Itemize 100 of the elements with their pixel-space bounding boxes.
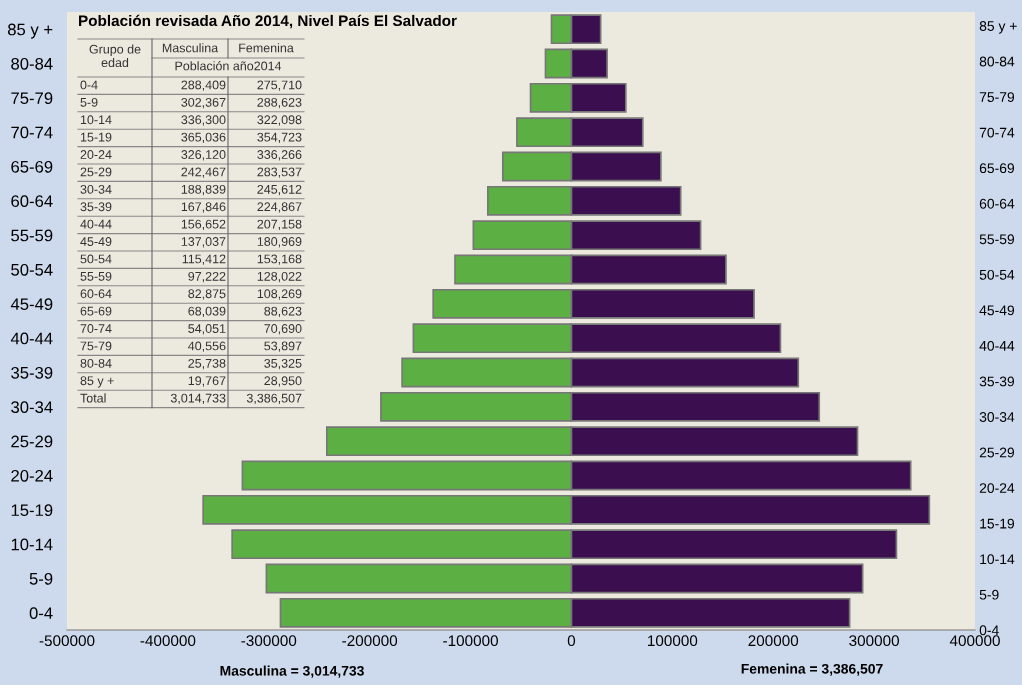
category-label: 70-74	[11, 126, 53, 139]
annotation: 115,412	[182, 254, 226, 265]
category-label: 30-34	[80, 184, 112, 194]
category-label: 45-49	[10, 298, 53, 311]
text: Masculina = 3,014,733	[220, 665, 364, 678]
category-label: 80-84	[80, 358, 112, 368]
category-label: 50-54	[80, 254, 112, 264]
category-label: 45-49	[80, 237, 112, 246]
annotation: 326,120	[181, 150, 226, 161]
annotation: 3,386,507	[246, 393, 302, 405]
category-label: 20-24	[11, 469, 53, 482]
y-tick-label: 80-84	[979, 56, 1015, 67]
category-label: 25-29	[11, 435, 53, 448]
annotation: 283,537	[257, 167, 302, 178]
category-label: 35-39	[80, 202, 112, 212]
annotation: 288,623	[257, 97, 302, 109]
y-tick-label: 5-9	[979, 589, 999, 600]
annotation: 54,051	[188, 324, 226, 335]
category-label: 15-19	[11, 504, 53, 517]
annotation: 288,409	[181, 80, 226, 91]
y-tick-label: 0-4	[979, 625, 999, 636]
annotation: 156,652	[181, 219, 226, 231]
annotation: 88,623	[264, 306, 302, 318]
annotation: 354,723	[257, 132, 302, 144]
annotation: 188,839	[181, 184, 226, 196]
y-tick-label: 45-49	[979, 305, 1015, 316]
annotation: Población revisada Año 2014, Nivel País El Salvador	[79, 14, 457, 29]
category-label: 65-69	[80, 306, 112, 316]
y-tick-label: 50-54	[979, 269, 1015, 280]
annotation: 82,875	[188, 289, 226, 300]
y-tick-label: 25-29	[979, 447, 1015, 458]
x-tick-label: -200000	[342, 635, 398, 647]
annotation: 19,767	[188, 376, 226, 387]
category-label: 40-44	[10, 332, 53, 345]
annotation: 35,325	[264, 358, 302, 370]
category-label: 55-59	[80, 271, 112, 281]
category-label: 60-64	[80, 289, 112, 299]
x-tick-label: 100000	[648, 635, 698, 647]
y-tick-label: 30-34	[979, 412, 1015, 422]
annotation: 53,897	[264, 341, 302, 352]
annotation: 128,022	[257, 271, 302, 283]
category-label: 70-74	[80, 324, 112, 333]
annotation: 153,168	[257, 254, 302, 265]
category-label: 20-24	[80, 150, 112, 159]
annotation: 40,556	[188, 341, 226, 352]
annotation: Total	[80, 393, 106, 403]
category-label: 65-69	[11, 160, 53, 173]
y-tick-label: 70-74	[979, 127, 1015, 138]
category-label: 5-9	[80, 97, 98, 107]
annotation: 336,300	[181, 115, 226, 126]
annotation: 242,467	[181, 167, 226, 178]
x-tick-label: -100000	[443, 635, 498, 647]
annotation: 28,950	[264, 376, 302, 387]
x-tick-label: 400000	[949, 635, 1000, 647]
x-tick-label: -300000	[241, 635, 297, 647]
annotation: Masculina	[162, 43, 219, 53]
category-label: 75-79	[80, 341, 112, 351]
annotation: 302,367	[181, 97, 226, 109]
y-tick-label: 85 y +	[979, 21, 1017, 34]
x-tick-label: -400000	[140, 635, 196, 647]
y-tick-label: 55-59	[979, 234, 1015, 245]
category-label: 0-4	[29, 607, 53, 620]
category-label: 5-9	[29, 572, 53, 585]
category-label: 50-54	[11, 263, 53, 276]
annotation: 245,612	[257, 184, 302, 196]
annotation: Población año2014	[175, 61, 282, 71]
y-tick-label: 20-24	[979, 483, 1015, 493]
x-tick-label: 0	[567, 635, 576, 647]
category-label: 10-14	[80, 115, 112, 125]
annotation: 365,036	[181, 132, 226, 144]
annotation: 180,969	[257, 237, 302, 248]
category-label: 0-4	[80, 80, 98, 90]
y-tick-label: 60-64	[979, 198, 1015, 209]
category-label: 85 y +	[7, 23, 53, 39]
x-tick-label: 200000	[748, 635, 799, 647]
y-tick-label: 35-39	[979, 376, 1015, 387]
annotation: 322,098	[257, 115, 302, 126]
annotation: 25,738	[188, 358, 226, 370]
category-label: 80-84	[11, 57, 53, 70]
category-label: 30-34	[11, 401, 53, 414]
y-tick-label: 65-69	[979, 163, 1015, 174]
y-tick-label: 10-14	[980, 554, 1015, 565]
x-tick-label: -500000	[39, 635, 95, 647]
annotation: Femenina	[239, 43, 294, 53]
category-label: 40-44	[80, 219, 112, 229]
annotation: 108,269	[257, 289, 302, 300]
y-tick-label: 75-79	[979, 92, 1015, 102]
annotation: 167,846	[181, 202, 226, 213]
annotation: 70,690	[264, 324, 302, 335]
annotation: 97,222	[188, 271, 226, 283]
category-label: 10-14	[11, 538, 53, 551]
category-label: 35-39	[11, 366, 53, 379]
category-label: 75-79	[11, 92, 53, 105]
category-label: 15-19	[80, 132, 112, 142]
annotation: 336,266	[257, 150, 302, 161]
category-label: 55-59	[11, 229, 53, 242]
annotation: 275,710	[257, 80, 302, 91]
annotation: 207,158	[257, 219, 302, 231]
category-label: 85 y +	[80, 376, 114, 388]
annotation: Grupo de edad	[89, 44, 141, 68]
